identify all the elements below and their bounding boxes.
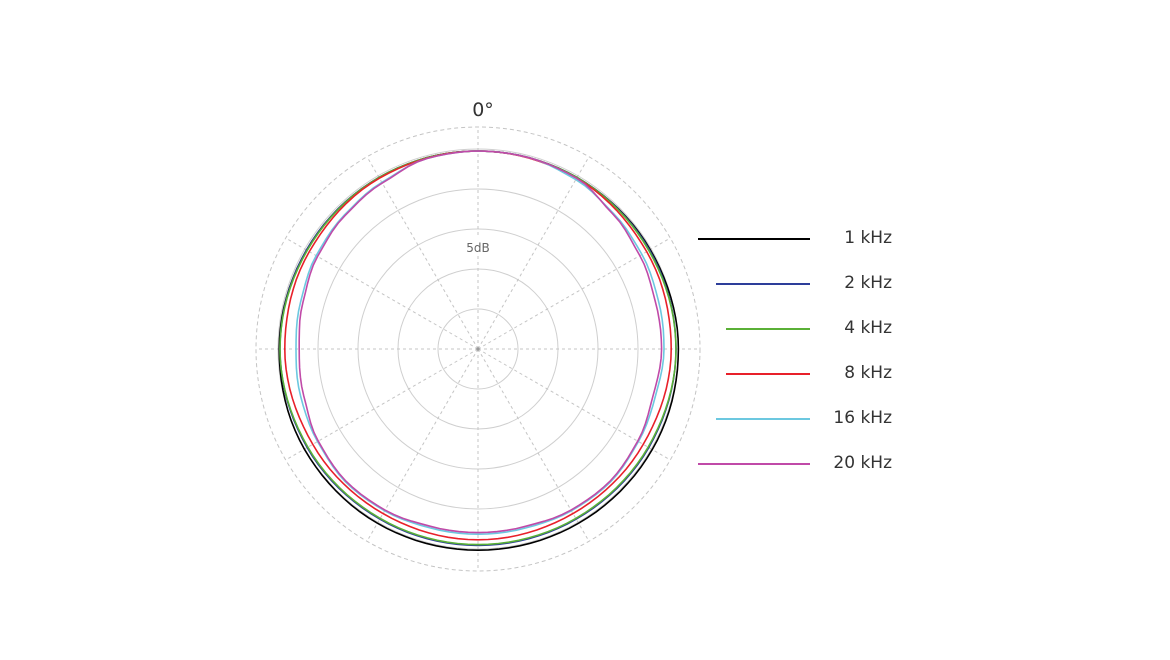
series-curve-3 [283,150,673,541]
legend-label-0: 1 kHz [844,228,892,248]
grid-spoke-330 [366,156,479,350]
grid-spoke-240 [285,348,479,461]
ring-label: 5dB [466,241,489,255]
legend-label-2: 4 kHz [844,318,892,338]
legend-swatch-3 [726,373,810,375]
grid-ring-0 [437,308,519,390]
legend-swatch-1 [716,283,810,285]
series-curve-4 [295,150,665,536]
legend: 1 kHz 2 kHz 4 kHz 8 kHz 16 kHz 20 kHz [690,222,920,492]
grid-spoke-210 [366,348,479,542]
angle-label: 0° [472,99,494,121]
grid-spoke-150 [477,348,590,542]
grid-spoke-120 [477,348,671,461]
ring-label-bg [459,238,497,256]
legend-swatch-0 [698,238,810,240]
legend-label-1: 2 kHz [844,273,892,293]
legend-swatch-5 [698,463,810,465]
outer-ring [255,126,701,572]
center-dot [476,347,480,351]
series-curve-2 [279,150,677,546]
legend-label-3: 8 kHz [844,363,892,383]
legend-item-3: 8 kHz [690,357,920,402]
grid-spoke-300 [285,237,479,350]
grid-spoke-60 [477,237,671,350]
series-curve-5 [298,150,663,534]
legend-item-5: 20 kHz [690,447,920,492]
grid-spoke-30 [477,156,590,350]
legend-label-5: 20 kHz [833,453,892,473]
legend-swatch-2 [726,328,810,330]
legend-swatch-4 [716,418,810,420]
legend-item-1: 2 kHz [690,267,920,312]
legend-item-0: 1 kHz [690,222,920,267]
legend-label-4: 16 kHz [833,408,892,428]
grid-ring-3 [317,188,639,510]
legend-item-4: 16 kHz [690,402,920,447]
legend-item-2: 4 kHz [690,312,920,357]
